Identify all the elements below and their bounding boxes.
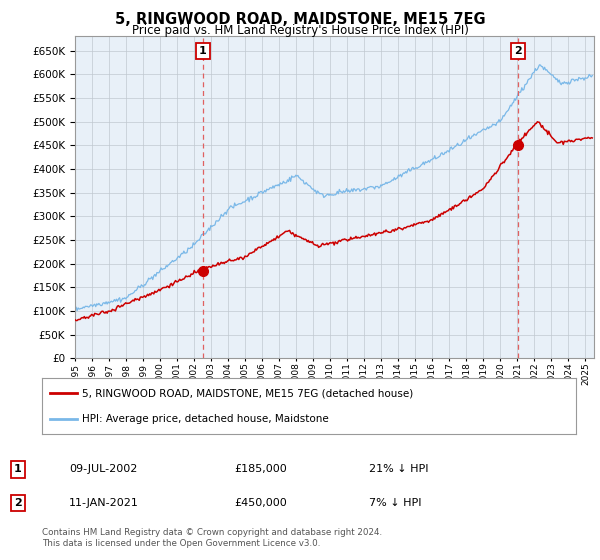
Text: 21% ↓ HPI: 21% ↓ HPI bbox=[369, 464, 428, 474]
Text: £185,000: £185,000 bbox=[234, 464, 287, 474]
Text: 11-JAN-2021: 11-JAN-2021 bbox=[69, 498, 139, 508]
Text: 2: 2 bbox=[514, 46, 522, 56]
Text: 09-JUL-2002: 09-JUL-2002 bbox=[69, 464, 137, 474]
Text: 7% ↓ HPI: 7% ↓ HPI bbox=[369, 498, 421, 508]
Text: Price paid vs. HM Land Registry's House Price Index (HPI): Price paid vs. HM Land Registry's House … bbox=[131, 24, 469, 37]
Text: £450,000: £450,000 bbox=[234, 498, 287, 508]
Text: 2: 2 bbox=[14, 498, 22, 508]
Text: 1: 1 bbox=[199, 46, 207, 56]
Text: 5, RINGWOOD ROAD, MAIDSTONE, ME15 7EG: 5, RINGWOOD ROAD, MAIDSTONE, ME15 7EG bbox=[115, 12, 485, 27]
Text: 5, RINGWOOD ROAD, MAIDSTONE, ME15 7EG (detached house): 5, RINGWOOD ROAD, MAIDSTONE, ME15 7EG (d… bbox=[82, 388, 413, 398]
Text: Contains HM Land Registry data © Crown copyright and database right 2024.
This d: Contains HM Land Registry data © Crown c… bbox=[42, 528, 382, 548]
Text: HPI: Average price, detached house, Maidstone: HPI: Average price, detached house, Maid… bbox=[82, 414, 329, 424]
Text: 1: 1 bbox=[14, 464, 22, 474]
